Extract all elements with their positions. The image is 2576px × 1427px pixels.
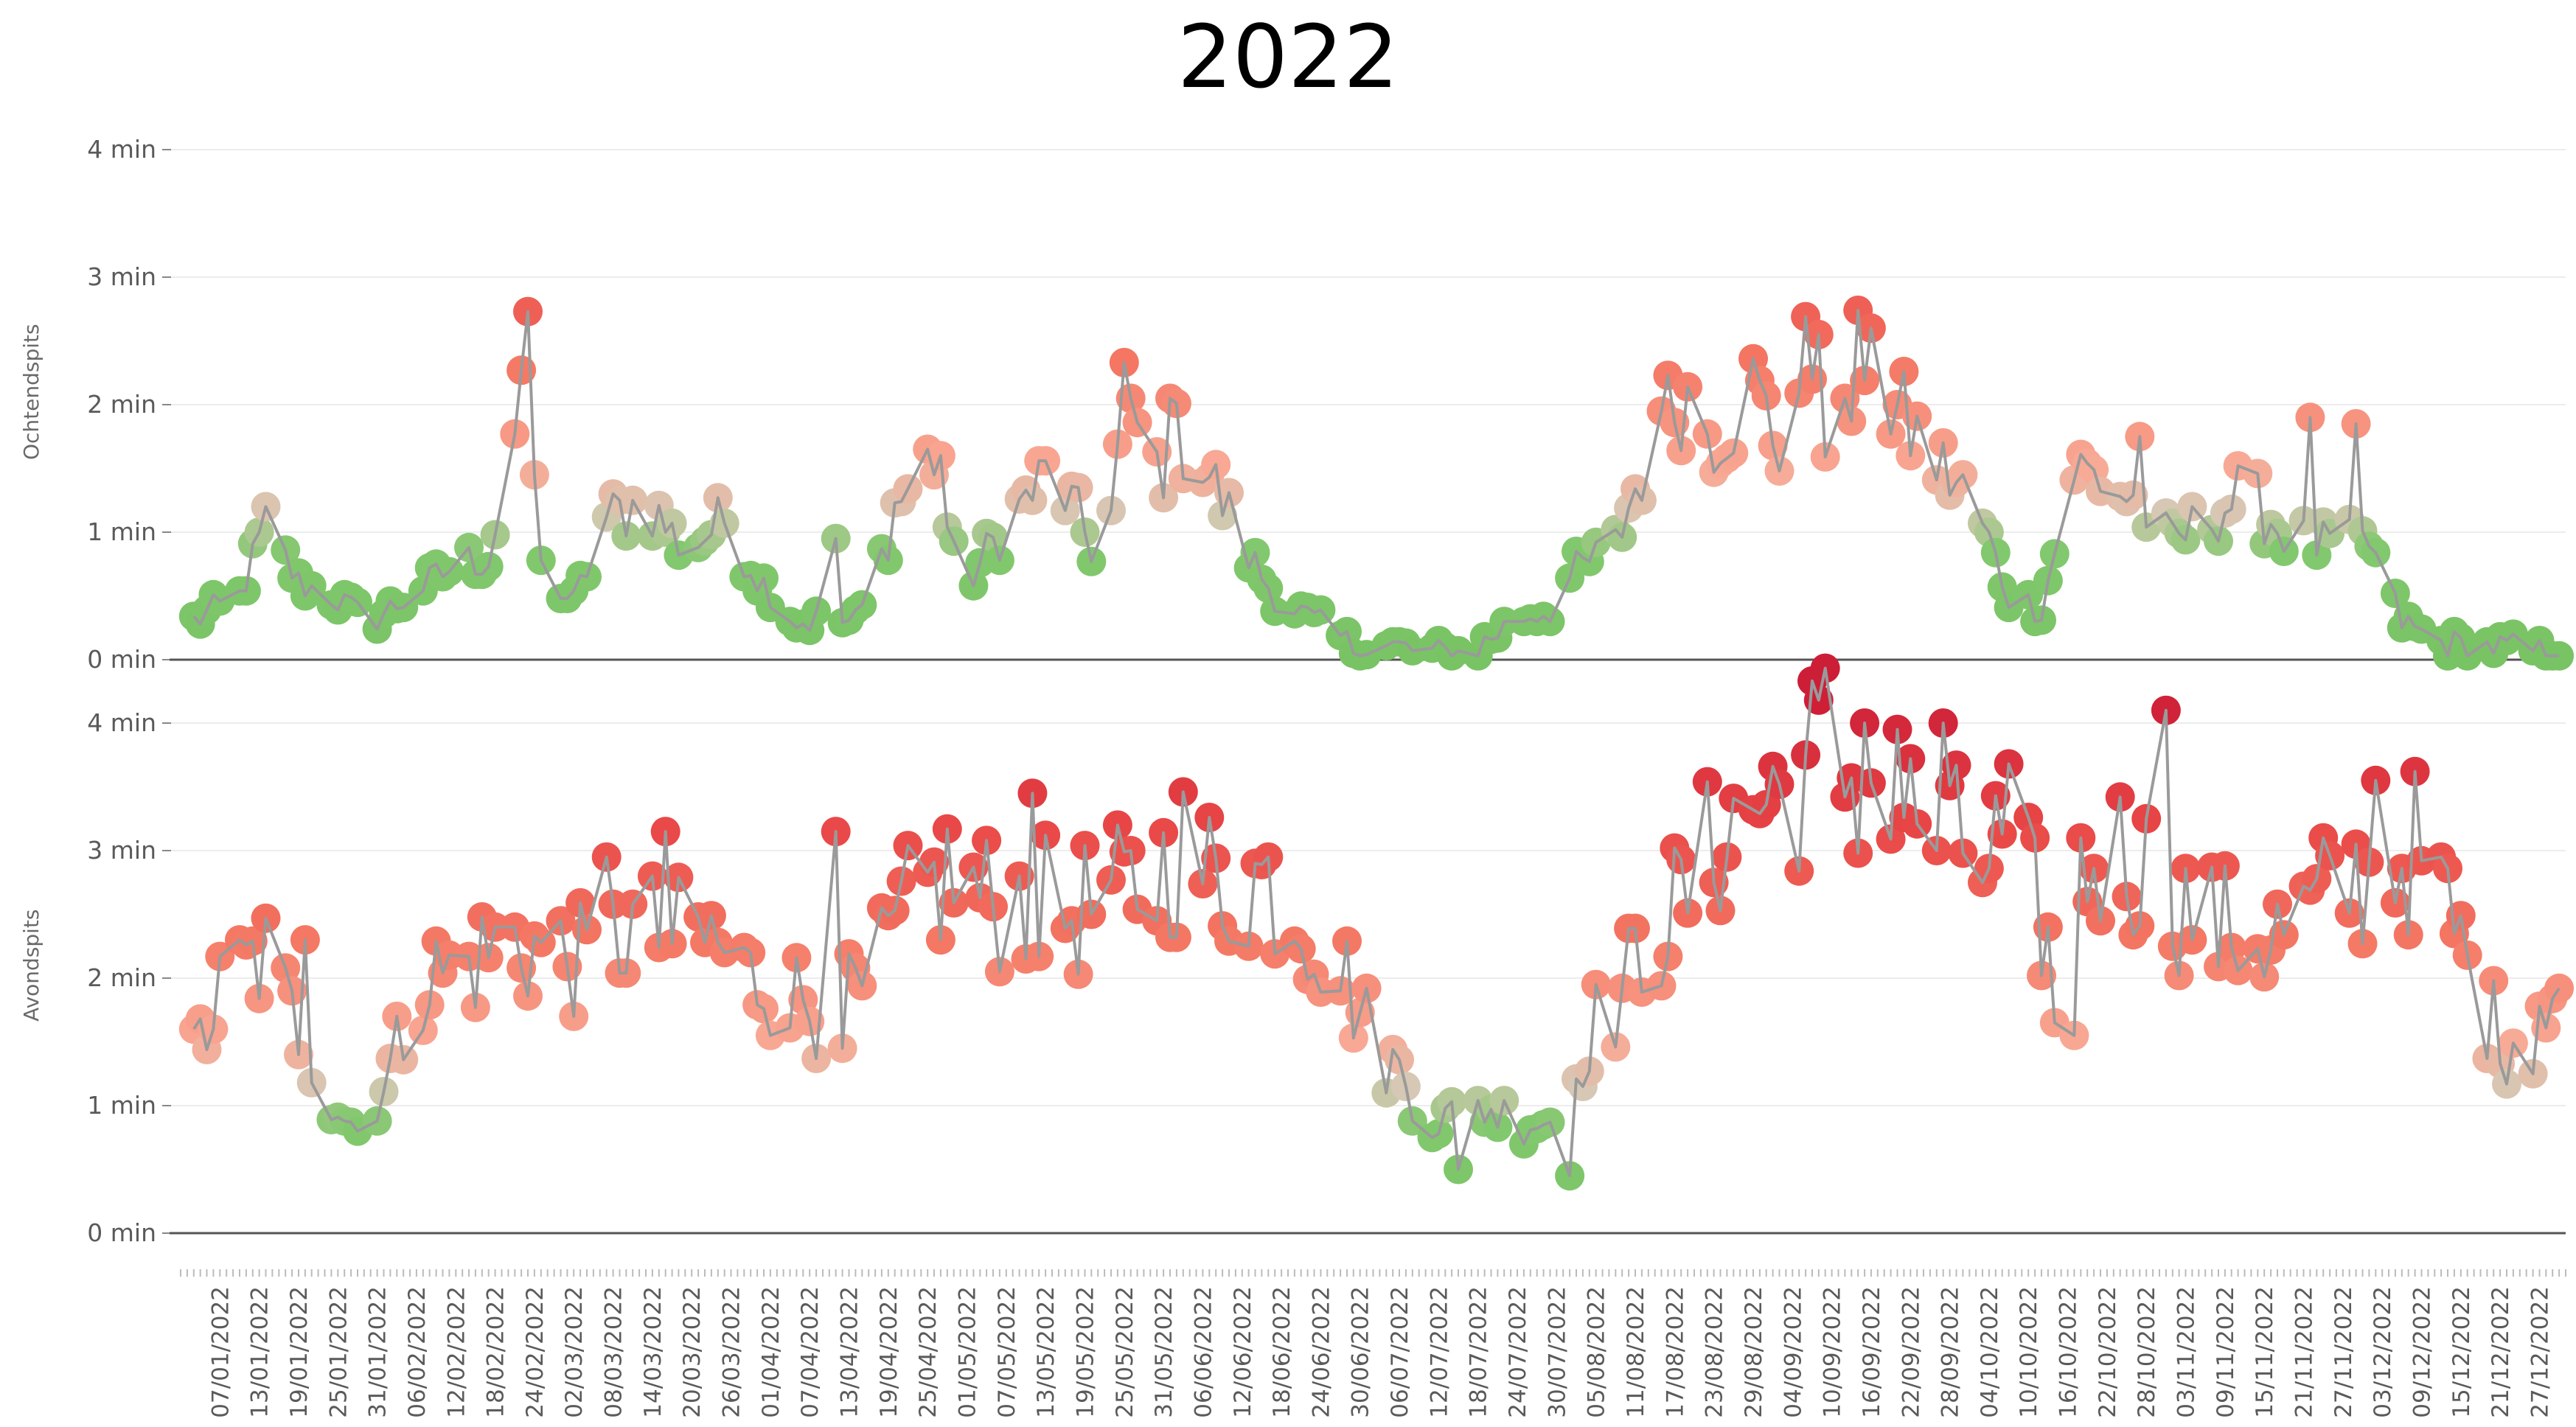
x-tick-label: 22/10/2022 [2095,1286,2121,1418]
x-tick-label: 15/12/2022 [2448,1286,2475,1418]
x-tick-label: 10/10/2022 [2016,1286,2042,1418]
x-tick-label: 21/12/2022 [2488,1286,2514,1418]
x-tick-label: 23/08/2022 [1702,1286,1728,1418]
x-tick-label: 09/11/2022 [2213,1286,2239,1418]
x-tick-label: 26/03/2022 [719,1286,745,1418]
x-tick-label: 06/06/2022 [1190,1286,1216,1418]
y-tick-label: 1 min [87,1091,156,1120]
x-tick-label: 13/05/2022 [1033,1286,1059,1418]
x-tick-label: 07/01/2022 [207,1286,234,1418]
x-tick-label: 07/04/2022 [797,1286,824,1418]
x-tick-label: 03/11/2022 [2173,1286,2200,1418]
series-line-ochtendspits [192,309,2560,657]
x-tick-label: 18/07/2022 [1466,1286,1492,1418]
x-tick-label: 14/03/2022 [640,1286,666,1418]
x-tick-label: 30/07/2022 [1544,1286,1570,1418]
x-tick-label: 19/04/2022 [876,1286,902,1418]
x-tick-label: 12/07/2022 [1426,1286,1452,1418]
x-tick-label: 17/08/2022 [1662,1286,1688,1418]
x-tick-label: 09/12/2022 [2409,1286,2435,1418]
y-tick-label: 3 min [87,836,156,865]
x-tick-label: 25/05/2022 [1112,1286,1138,1418]
x-tick-label: 05/08/2022 [1584,1286,1610,1418]
x-tick-label: 18/06/2022 [1269,1286,1295,1418]
x-tick-label: 02/03/2022 [561,1286,588,1418]
y-tick-label: 4 min [87,708,156,737]
x-tick-label: 04/09/2022 [1780,1286,1806,1418]
x-tick-label: 01/04/2022 [758,1286,784,1418]
x-tick-label: 27/12/2022 [2527,1286,2553,1418]
x-tick-label: 27/11/2022 [2330,1286,2357,1418]
x-tick-label: 25/01/2022 [325,1286,352,1418]
x-tick-label: 06/02/2022 [404,1286,431,1418]
x-tick-label: 25/04/2022 [915,1286,941,1418]
x-tick-label: 16/09/2022 [1859,1286,1885,1418]
y-tick-label: 2 min [87,390,156,419]
x-tick-label: 24/02/2022 [522,1286,549,1418]
x-tick-label: 30/06/2022 [1348,1286,1374,1418]
x-tick-label: 06/07/2022 [1387,1286,1413,1418]
x-tick-label: 22/09/2022 [1898,1286,1924,1418]
x-tick-label: 07/05/2022 [994,1286,1020,1418]
markers-ochtendspits [178,296,2575,671]
panel-avondspits: 0 min 1 min 2 min 3 min 4 min Avondspits [19,653,2575,1247]
x-tick-label: 18/02/2022 [483,1286,509,1418]
x-tick-label: 19/05/2022 [1072,1286,1099,1418]
chart-title: 2022 [1177,6,1399,108]
x-tick-label: 10/09/2022 [1820,1286,1846,1418]
x-tick-label: 13/01/2022 [247,1286,274,1418]
y-tick-label: 3 min [87,262,156,291]
x-tick-label: 20/03/2022 [679,1286,706,1418]
x-axis: 07/01/2022 13/01/2022 19/01/2022 25/01/2022… [180,1269,2566,1418]
x-tick-label: 31/01/2022 [365,1286,391,1418]
x-tick-label: 12/02/2022 [443,1286,470,1418]
x-tick-label: 29/08/2022 [1741,1286,1767,1418]
x-tick-label: 01/05/2022 [954,1286,981,1418]
panel-ochtendspits: 0 min 1 min 2 min 3 min 4 min Ochtendspits [19,135,2575,674]
x-tick-label: 24/07/2022 [1505,1286,1531,1418]
y-tick-label: 2 min [87,963,156,992]
x-tick-label: 31/05/2022 [1151,1286,1177,1418]
x-tick-label: 13/04/2022 [837,1286,863,1418]
markers-avondspits [178,653,2575,1191]
x-tick-label: 21/11/2022 [2291,1286,2318,1418]
y-tick-label: 0 min [87,645,156,674]
x-tick-label: 24/06/2022 [1308,1286,1334,1418]
x-tick-label: 16/10/2022 [2055,1286,2082,1418]
x-tick-label: 04/10/2022 [1977,1286,2003,1418]
x-tick-label: 28/10/2022 [2134,1286,2160,1418]
x-tick-label: 08/03/2022 [601,1286,627,1418]
y-tick-label: 0 min [87,1218,156,1247]
y-tick-label: 4 min [87,135,156,164]
series-line-avondspits [192,666,2561,1178]
y-tick-label: 1 min [87,517,156,546]
axis-title-avondspits: Avondspits [19,909,43,1021]
x-tick-label: 12/06/2022 [1230,1286,1256,1418]
x-tick-label: 03/12/2022 [2370,1286,2396,1418]
x-tick-label: 19/01/2022 [286,1286,313,1418]
axis-title-ochtendspits: Ochtendspits [19,324,43,460]
x-tick-label: 28/09/2022 [1938,1286,1964,1418]
x-tick-label: 11/08/2022 [1623,1286,1649,1418]
x-tick-label: 15/11/2022 [2252,1286,2278,1418]
